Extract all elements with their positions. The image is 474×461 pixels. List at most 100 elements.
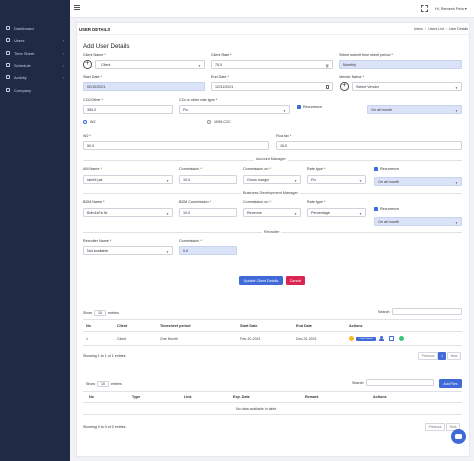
sidebar-item-label: Schedule bbox=[14, 62, 31, 68]
table1-entries-select[interactable]: 10 bbox=[94, 310, 106, 316]
bdm-commission-on-select[interactable]: Revenue ▼ bbox=[243, 208, 301, 217]
bdm-recurrence-select[interactable]: On all month ▼ bbox=[374, 217, 462, 226]
table1-search-input[interactable] bbox=[392, 308, 462, 315]
calendar-icon[interactable] bbox=[389, 336, 394, 341]
c2c-rate-type-select[interactable]: Fix ▼ bbox=[179, 105, 290, 114]
w2-field[interactable]: 50.0 bbox=[83, 141, 269, 150]
chevron-down-icon: ▼ bbox=[455, 108, 458, 113]
calendar-icon bbox=[6, 63, 10, 67]
warning-icon[interactable] bbox=[349, 336, 354, 341]
th-remark[interactable]: Remark bbox=[305, 395, 319, 399]
w2-radio-label: W2 bbox=[90, 120, 96, 124]
chevron-down-icon: ▼ bbox=[359, 211, 362, 216]
th-timesheet-period[interactable]: Timesheet period bbox=[160, 324, 191, 328]
recurrence-checkbox[interactable] bbox=[297, 105, 301, 109]
client-select[interactable]: Client ▼ bbox=[95, 60, 205, 69]
table2-entries-select[interactable]: 10 bbox=[97, 381, 109, 387]
bdm-commission-label: BDM Commission * bbox=[179, 200, 211, 204]
c2c-field[interactable]: 350.0 bbox=[83, 105, 173, 114]
bdm-recurrence-label: Recurrence bbox=[380, 207, 400, 211]
add-vendor-icon[interactable]: + bbox=[340, 82, 349, 91]
am-rate-type-label: Rate type * bbox=[307, 167, 326, 171]
th-no[interactable]: No bbox=[86, 324, 91, 328]
update-client-button[interactable]: Update Client Details bbox=[239, 276, 283, 285]
chevron-down-icon: ▼ bbox=[166, 249, 169, 254]
c2c-1099-radio[interactable] bbox=[207, 120, 211, 124]
table2-info: Showing 0 to 0 of 0 entries bbox=[83, 425, 126, 429]
add-client-icon[interactable]: + bbox=[83, 60, 92, 69]
table2-search-input[interactable] bbox=[366, 379, 434, 386]
th-exp-date[interactable]: Exp. Date bbox=[233, 395, 250, 399]
table2-previous-button[interactable]: Previous bbox=[425, 423, 445, 431]
am-commission-on-select[interactable]: Gross margin ▼ bbox=[243, 175, 301, 184]
bdm-recurrence-checkbox[interactable] bbox=[374, 207, 378, 211]
bdm-name-select[interactable]: Bdm1kFa fix ▼ bbox=[83, 208, 173, 217]
user-menu[interactable]: Hi, Ramesh Peta ▾ bbox=[435, 7, 467, 11]
w2-radio[interactable] bbox=[83, 120, 87, 124]
th-actions[interactable]: Actions bbox=[373, 395, 387, 399]
chevron-down-icon: ▼ bbox=[166, 178, 169, 183]
table1-previous-button[interactable]: Previous bbox=[418, 352, 438, 360]
vendor-select[interactable]: Select Vendor ▼ bbox=[352, 82, 462, 91]
chevron-down-icon: ▼ bbox=[294, 211, 297, 216]
th-start-date[interactable]: Start Date bbox=[240, 324, 258, 328]
th-type[interactable]: Type bbox=[132, 395, 141, 399]
end-date-label: End Date * bbox=[211, 75, 229, 79]
am-recurrence-checkbox[interactable] bbox=[374, 167, 378, 171]
cell-no: 1 bbox=[86, 337, 88, 341]
chevron-down-icon: ▼ bbox=[283, 108, 286, 113]
fullscreen-icon[interactable] bbox=[421, 5, 428, 12]
calendar-icon[interactable] bbox=[325, 85, 329, 89]
delete-icon[interactable]: 🗑 bbox=[325, 63, 329, 68]
sidebar-item-users[interactable]: Users › bbox=[0, 35, 70, 45]
cancel-button[interactable]: Cancel bbox=[286, 276, 305, 285]
breadcrumb-users-list[interactable]: Users List bbox=[428, 27, 444, 31]
add-icon[interactable] bbox=[399, 336, 404, 341]
sidebar-item-company[interactable]: Company bbox=[0, 85, 70, 95]
recruiter-name-select[interactable]: Not available ▼ bbox=[83, 246, 173, 255]
recurrence-select[interactable]: On all month ▼ bbox=[367, 105, 462, 114]
add-files-button[interactable]: Add Files bbox=[439, 379, 462, 388]
th-end-date[interactable]: End Date bbox=[296, 324, 312, 328]
th-client[interactable]: Client bbox=[117, 324, 128, 328]
table1-search-label: Search: bbox=[378, 310, 391, 314]
chevron-down-icon: ▼ bbox=[455, 180, 458, 185]
chevron-right-icon: › bbox=[62, 62, 64, 68]
recruiter-commission-field[interactable]: 0.0 bbox=[179, 246, 237, 255]
users-icon bbox=[6, 38, 10, 42]
chat-button[interactable] bbox=[451, 429, 466, 444]
bdm-commission-field[interactable]: 10.0 bbox=[179, 208, 237, 217]
am-rate-type-select[interactable]: Fix ▼ bbox=[307, 175, 366, 184]
client-details-badge[interactable]: Client Details bbox=[356, 336, 376, 341]
sidebar-item-timesheet[interactable]: Time Sheet › bbox=[0, 48, 70, 58]
table1-page-1-button[interactable]: 1 bbox=[438, 352, 446, 360]
assign-user-icon[interactable] bbox=[379, 335, 385, 342]
recurrence-label: Recurrence bbox=[303, 105, 323, 109]
th-link[interactable]: Link bbox=[184, 395, 192, 399]
am-recurrence-select[interactable]: On all month ▼ bbox=[374, 177, 462, 186]
account-manager-heading: Account Manager bbox=[254, 157, 288, 161]
building-icon bbox=[6, 88, 10, 92]
sidebar-item-schedule[interactable]: Schedule › bbox=[0, 60, 70, 70]
am-name-select[interactable]: ramM pal ▼ bbox=[83, 175, 173, 184]
top-bar: Hi, Ramesh Peta ▾ bbox=[70, 0, 474, 18]
am-commission-field[interactable]: 10.0 bbox=[179, 175, 237, 184]
client-rate-label: Client Rate * bbox=[211, 53, 232, 57]
sidebar-item-dashboard[interactable]: Dashboard bbox=[0, 23, 70, 33]
client-rate-field[interactable]: 75.0 🗑 bbox=[211, 60, 333, 69]
breadcrumb-users[interactable]: Users bbox=[413, 27, 424, 31]
th-no[interactable]: No bbox=[89, 395, 94, 399]
th-actions[interactable]: Actions bbox=[349, 324, 363, 328]
bdm-rate-type-select[interactable]: Percentage ▼ bbox=[307, 208, 366, 217]
submit-period-field[interactable]: Monthly bbox=[339, 60, 462, 69]
fica-field[interactable]: 15.0 bbox=[276, 141, 462, 150]
table1-next-button[interactable]: Next bbox=[447, 352, 461, 360]
sidebar-item-activity[interactable]: Activity › bbox=[0, 72, 70, 82]
am-name-label: AM Name * bbox=[83, 167, 102, 171]
end-date-field[interactable]: 12/31/2021 bbox=[211, 82, 333, 91]
table-header-top bbox=[83, 391, 462, 392]
breadcrumb-user-details: User Details bbox=[448, 27, 468, 31]
cell-end-date: Dec-31-2021 bbox=[296, 337, 317, 341]
start-date-field[interactable]: 02/10/2021 bbox=[83, 82, 205, 91]
hamburger-menu-icon[interactable] bbox=[74, 5, 80, 11]
